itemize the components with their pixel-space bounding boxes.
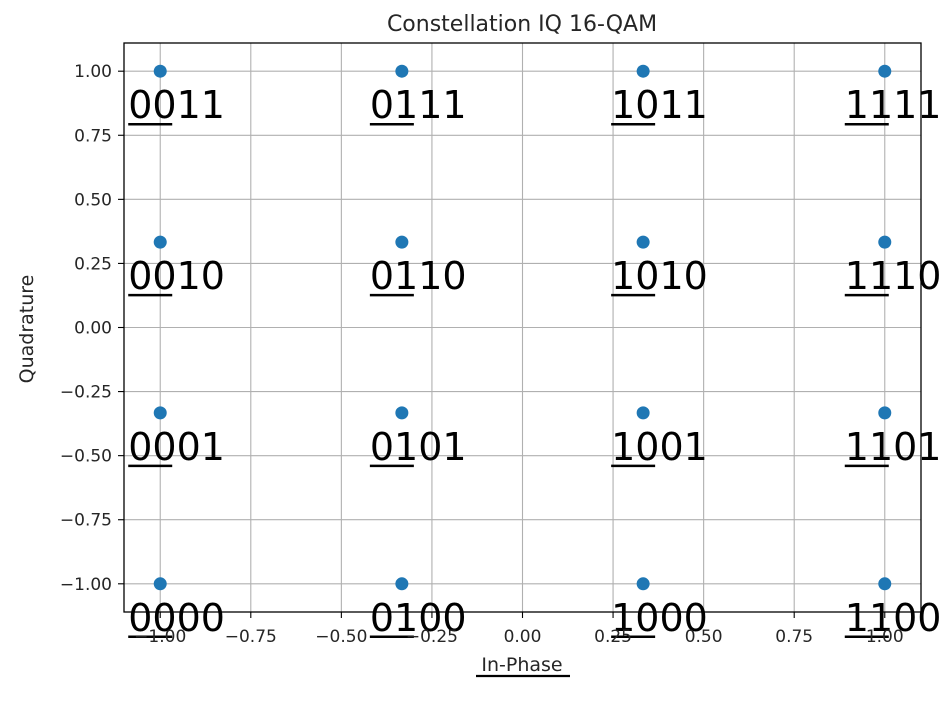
x-tick-label: 0.25: [594, 627, 632, 647]
x-tick-label: 0.75: [775, 627, 813, 647]
data-point: [636, 406, 650, 420]
data-point: [395, 577, 409, 591]
y-axis-ticks: −1.00 −0.75 −0.50 −0.25 0.00 0.25 0.50 0.75 1.00: [60, 62, 124, 595]
x-tick-label: 0.00: [504, 627, 542, 647]
data-point: [878, 235, 892, 249]
data-point: [153, 577, 167, 591]
symbol-label: 0101: [370, 425, 467, 469]
x-tick-label: −0.75: [225, 627, 277, 647]
data-point: [636, 577, 650, 591]
symbol-label: 1000: [611, 596, 708, 640]
y-tick-label: 0.00: [74, 319, 112, 339]
symbol-label: 0110: [370, 254, 467, 298]
data-point: [153, 235, 167, 249]
symbol-label: 0001: [128, 425, 225, 469]
symbol-labels: 0011 0111 1011 1111 0010 0110 1010 1110 0001 0101…: [128, 83, 941, 640]
symbol-label: 1010: [611, 254, 708, 298]
y-tick-label: 1.00: [74, 62, 112, 82]
data-point: [395, 64, 409, 78]
data-point: [878, 64, 892, 78]
symbol-label: 0010: [128, 254, 225, 298]
symbol-label: 1111: [845, 83, 942, 127]
x-tick-label: −0.25: [406, 627, 458, 647]
points: [153, 64, 892, 591]
symbol-label: 1011: [611, 83, 708, 127]
x-tick-label: −0.50: [315, 627, 367, 647]
x-tick-label: 0.50: [685, 627, 723, 647]
symbol-label: 1001: [611, 425, 708, 469]
grid: [124, 43, 921, 612]
symbol-label: 0100: [370, 596, 467, 640]
y-tick-label: −0.75: [60, 511, 112, 531]
x-tick-label: −1.00: [134, 627, 186, 647]
data-point: [153, 406, 167, 420]
symbol-label: 1101: [845, 425, 942, 469]
y-tick-label: 0.50: [74, 190, 112, 210]
y-tick-label: 0.25: [74, 254, 112, 274]
y-tick-label: −1.00: [60, 575, 112, 595]
data-point: [153, 64, 167, 78]
symbol-label: 0011: [128, 83, 225, 127]
x-axis-label: In-Phase: [481, 654, 562, 676]
data-point: [878, 406, 892, 420]
data-point: [878, 577, 892, 591]
y-tick-label: −0.50: [60, 447, 112, 467]
symbol-label: 1100: [845, 596, 942, 640]
symbol-label: 0000: [128, 596, 225, 640]
x-tick-label: 1.00: [866, 627, 904, 647]
x-axis-ticks: −1.00 −0.75 −0.50 −0.25 0.00 0.25 0.50 0.75 1.00: [134, 612, 904, 647]
y-tick-label: −0.25: [60, 383, 112, 403]
data-point: [395, 406, 409, 420]
symbol-label: 0111: [370, 83, 467, 127]
data-point: [636, 64, 650, 78]
data-point: [636, 235, 650, 249]
y-axis-label: Quadrature: [16, 275, 38, 384]
y-tick-label: 0.75: [74, 126, 112, 146]
symbol-label: 1110: [845, 254, 942, 298]
chart-title: Constellation IQ 16-QAM: [387, 12, 657, 37]
data-point: [395, 235, 409, 249]
